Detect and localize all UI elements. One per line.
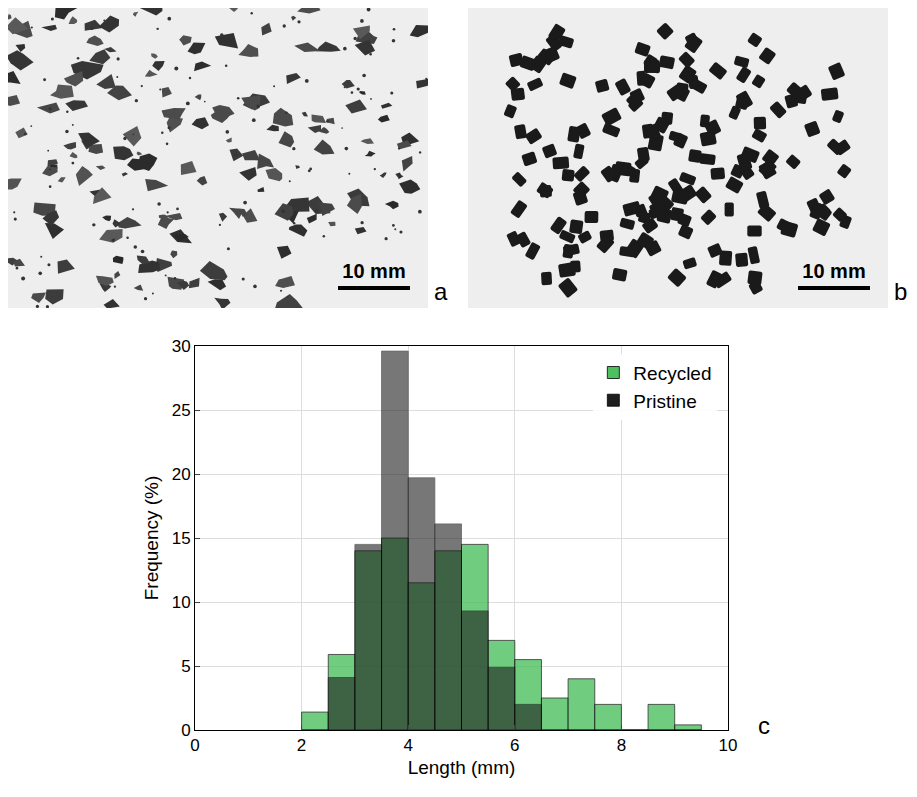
svg-text:10: 10 <box>719 736 738 755</box>
svg-text:30: 30 <box>172 337 191 356</box>
svg-text:4: 4 <box>403 736 412 755</box>
svg-text:10 mm: 10 mm <box>802 260 865 282</box>
svg-text:20: 20 <box>172 465 191 484</box>
svg-text:8: 8 <box>617 736 626 755</box>
svg-text:Recycled: Recycled <box>633 363 711 384</box>
html-text:b: b <box>894 278 908 305</box>
svg-text:Pristine: Pristine <box>633 391 696 412</box>
svg-text:10: 10 <box>172 593 191 612</box>
svg-text:25: 25 <box>172 401 191 420</box>
svg-text:5: 5 <box>181 657 190 676</box>
html-text:c: c <box>758 712 770 739</box>
svg-text:15: 15 <box>172 529 191 548</box>
svg-text:10 mm: 10 mm <box>342 260 405 282</box>
svg-text:Frequency (%): Frequency (%) <box>141 476 162 601</box>
html-text:a: a <box>434 278 448 305</box>
svg-text:2: 2 <box>297 736 306 755</box>
svg-text:0: 0 <box>181 721 190 740</box>
svg-text:6: 6 <box>510 736 519 755</box>
svg-text:0: 0 <box>190 736 199 755</box>
svg-text:Length (mm): Length (mm) <box>408 757 516 778</box>
